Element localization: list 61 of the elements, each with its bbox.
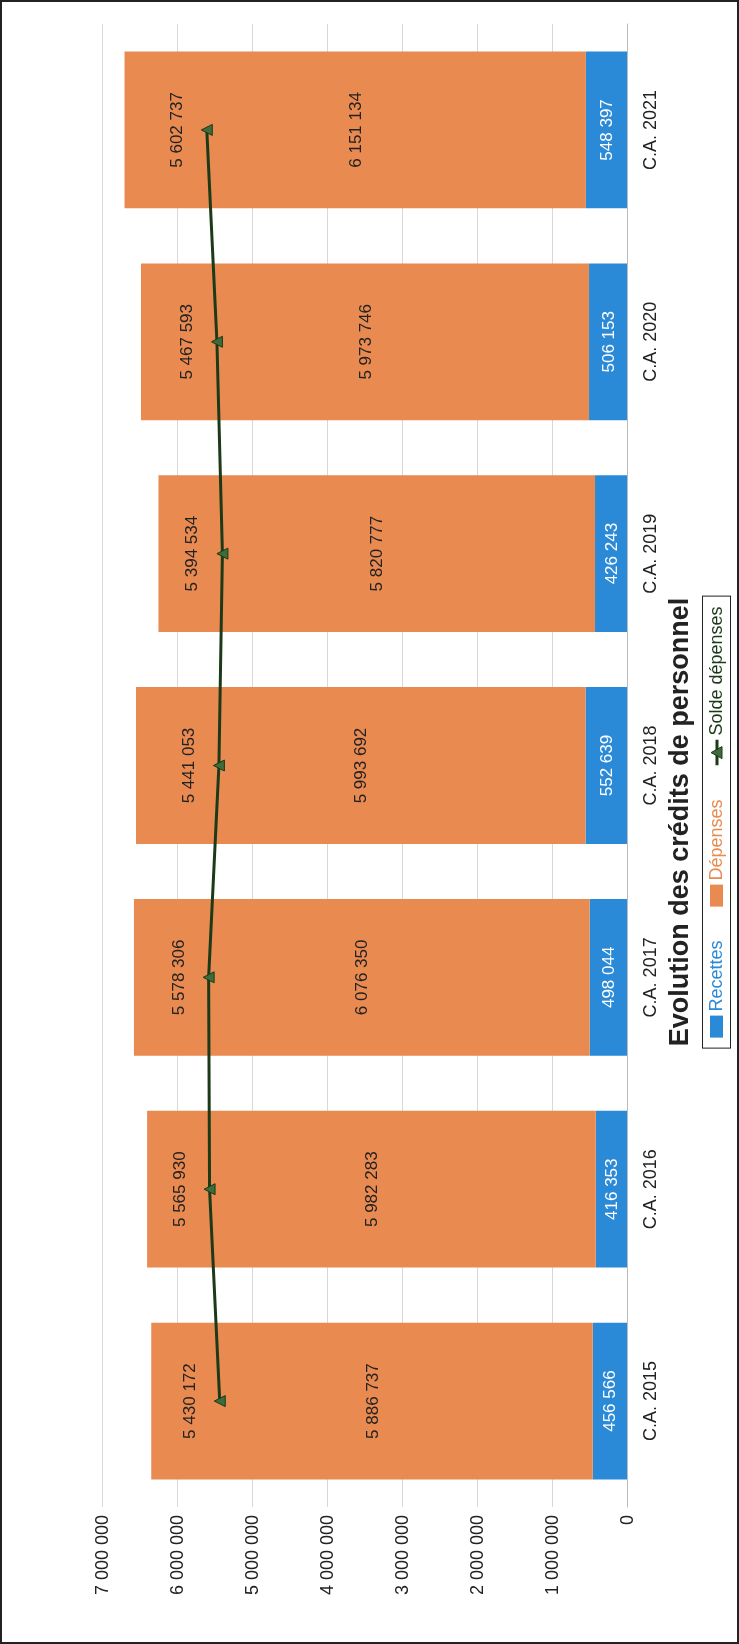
data-label: 5 394 534: [182, 515, 202, 592]
x-tick-label: 4 000 000: [317, 1515, 337, 1596]
data-label: 5 602 737: [166, 92, 186, 168]
point: [200, 123, 213, 136]
data-label: 5 430 172: [179, 1363, 199, 1439]
bar: [147, 1110, 596, 1268]
data-label: 5 820 777: [367, 515, 387, 592]
data-label: 498 044: [598, 946, 618, 1009]
data-label: 6 076 350: [352, 939, 372, 1016]
y-tick-label: C.A. 2019: [640, 513, 660, 594]
data-label: 5 578 306: [168, 939, 188, 1016]
y-tick-label: C.A. 2020: [640, 301, 660, 382]
data-label: 416 353: [601, 1158, 621, 1220]
data-label: 5 441 053: [178, 727, 198, 804]
text: Dépenses: [706, 799, 727, 881]
point: [202, 971, 215, 984]
bar: [158, 475, 596, 633]
data-label: 5 973 746: [355, 303, 375, 380]
y-tick-label: C.A. 2016: [640, 1149, 660, 1230]
x-tick-label: 1 000 000: [542, 1515, 562, 1596]
data-label: 548 397: [596, 99, 616, 161]
y-tick-label: C.A. 2017: [640, 937, 660, 1018]
data-label: 456 566: [600, 1370, 620, 1432]
point: [213, 1395, 226, 1408]
y-tick-label: C.A. 2018: [640, 725, 660, 806]
x-tick-label: 2 000 000: [467, 1515, 487, 1596]
data-label: 5 993 692: [351, 727, 371, 804]
text: Recettes: [706, 940, 727, 1012]
bar: [595, 475, 627, 633]
y-tick-label: C.A. 2015: [640, 1361, 660, 1442]
bar: [151, 1322, 593, 1480]
data-label: 5 565 930: [169, 1151, 189, 1228]
bar: [589, 898, 627, 1056]
y-tick-label: C.A. 2021: [640, 89, 660, 170]
x-tick-label: 0: [617, 1515, 637, 1526]
bar: [585, 687, 627, 844]
data-label: 5 467 593: [176, 303, 196, 380]
text: Solde dépenses: [706, 606, 727, 736]
data-label: 426 243: [601, 522, 621, 585]
bar: [124, 51, 586, 209]
bar: [585, 51, 627, 209]
bar: [141, 263, 590, 421]
data-label: 552 639: [596, 734, 616, 797]
data-label: 6 151 134: [345, 92, 365, 168]
data-label: 5 886 737: [362, 1363, 382, 1439]
point: [212, 759, 225, 772]
x-tick-label: 6 000 000: [167, 1515, 187, 1596]
text: Evolution des crédits de personnel: [663, 597, 694, 1047]
data-label: 506 153: [598, 311, 618, 373]
bar: [589, 263, 627, 421]
bar: [595, 1110, 627, 1268]
point: [210, 335, 223, 348]
bar: [136, 687, 586, 844]
x-tick-label: 7 000 000: [92, 1515, 112, 1596]
point: [216, 547, 229, 560]
bar: [592, 1322, 627, 1480]
point: [203, 1183, 216, 1196]
x-tick-label: 3 000 000: [392, 1515, 412, 1596]
data-label: 5 982 283: [361, 1151, 381, 1228]
bar: [133, 898, 590, 1056]
x-tick-label: 5 000 000: [242, 1515, 262, 1596]
